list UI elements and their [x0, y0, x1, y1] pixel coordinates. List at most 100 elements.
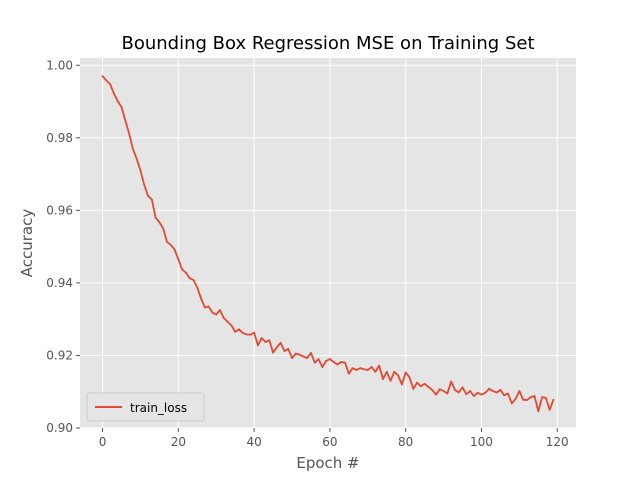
data-point	[416, 381, 418, 384]
data-point	[400, 383, 403, 386]
data-point	[435, 393, 437, 396]
data-point	[438, 388, 441, 391]
data-point	[355, 369, 358, 371]
x-tick-label: 80	[398, 435, 413, 449]
data-point	[177, 258, 180, 261]
data-point	[476, 391, 479, 394]
data-point	[488, 387, 490, 390]
data-point	[480, 393, 483, 396]
series-layer	[101, 75, 555, 413]
data-point	[427, 386, 430, 388]
data-point	[166, 241, 168, 243]
data-point	[245, 333, 248, 336]
data-point	[544, 396, 547, 399]
y-tick-label: 0.92	[46, 348, 73, 362]
data-point	[196, 286, 199, 289]
y-axis-ticks: 0.90 0.92 0.94 0.96 0.98 1.00	[46, 58, 80, 435]
data-point	[120, 106, 123, 108]
data-point	[219, 309, 221, 312]
data-point	[378, 364, 381, 367]
data-point	[484, 391, 487, 394]
data-point	[514, 398, 517, 400]
y-gridlines	[80, 64, 576, 429]
data-point	[389, 379, 392, 382]
data-point	[147, 194, 149, 197]
data-point	[143, 184, 146, 186]
data-point	[207, 305, 210, 308]
data-point	[491, 390, 494, 392]
data-point	[397, 374, 399, 377]
data-point	[347, 372, 350, 375]
data-point	[423, 382, 426, 385]
data-point	[268, 339, 271, 342]
data-point	[431, 389, 434, 391]
data-point	[507, 392, 509, 395]
data-point	[495, 391, 498, 394]
data-point	[442, 390, 445, 392]
data-point	[162, 227, 165, 230]
data-point	[404, 371, 407, 374]
data-point	[101, 75, 104, 78]
data-point	[472, 395, 475, 397]
data-point	[215, 313, 218, 316]
data-point	[510, 402, 513, 405]
data-point	[291, 357, 293, 359]
data-point	[249, 333, 252, 336]
data-point	[363, 368, 365, 371]
x-tick-label: 100	[470, 435, 493, 449]
data-point	[359, 367, 362, 370]
data-point	[264, 341, 267, 343]
data-point	[294, 352, 297, 355]
data-point	[313, 361, 316, 364]
data-point	[457, 391, 460, 394]
data-point	[450, 380, 453, 383]
x-gridlines	[102, 58, 558, 428]
data-point	[518, 390, 521, 392]
data-point	[522, 398, 525, 401]
data-point	[275, 346, 278, 349]
data-point	[253, 331, 256, 334]
data-point	[419, 385, 422, 388]
data-point	[135, 157, 138, 160]
data-point	[124, 119, 127, 122]
data-point	[454, 389, 456, 391]
y-tick-label: 0.96	[46, 203, 73, 217]
x-tick-label: 0	[99, 435, 107, 449]
x-tick-label: 120	[546, 435, 569, 449]
data-point	[533, 395, 536, 397]
data-point	[238, 328, 240, 331]
data-point	[332, 361, 335, 363]
data-point	[257, 344, 259, 347]
data-point	[234, 330, 237, 333]
x-tick-label: 40	[246, 435, 261, 449]
data-point	[203, 306, 206, 309]
plot-area	[80, 58, 576, 428]
data-point	[366, 369, 369, 371]
data-point	[548, 408, 551, 411]
data-point	[272, 351, 274, 354]
data-point	[393, 370, 396, 373]
data-point	[302, 355, 305, 358]
y-tick-label: 0.98	[46, 131, 73, 145]
data-point	[328, 358, 331, 360]
data-point	[336, 363, 339, 366]
data-point	[340, 361, 343, 363]
data-point	[105, 79, 108, 82]
data-point	[139, 169, 142, 172]
data-point	[310, 352, 312, 354]
data-point	[552, 398, 555, 401]
data-point	[321, 366, 324, 368]
data-point	[283, 350, 286, 352]
data-point	[446, 392, 449, 395]
data-point	[465, 393, 468, 396]
data-point	[260, 337, 263, 339]
data-point	[109, 83, 112, 86]
data-point	[192, 279, 195, 281]
data-point	[469, 390, 471, 392]
data-point	[154, 216, 157, 219]
data-point	[382, 378, 384, 380]
legend-label-train-loss: train_loss	[130, 401, 187, 415]
data-point	[211, 311, 214, 314]
chart-title: Bounding Box Regression MSE on Training …	[121, 33, 534, 54]
